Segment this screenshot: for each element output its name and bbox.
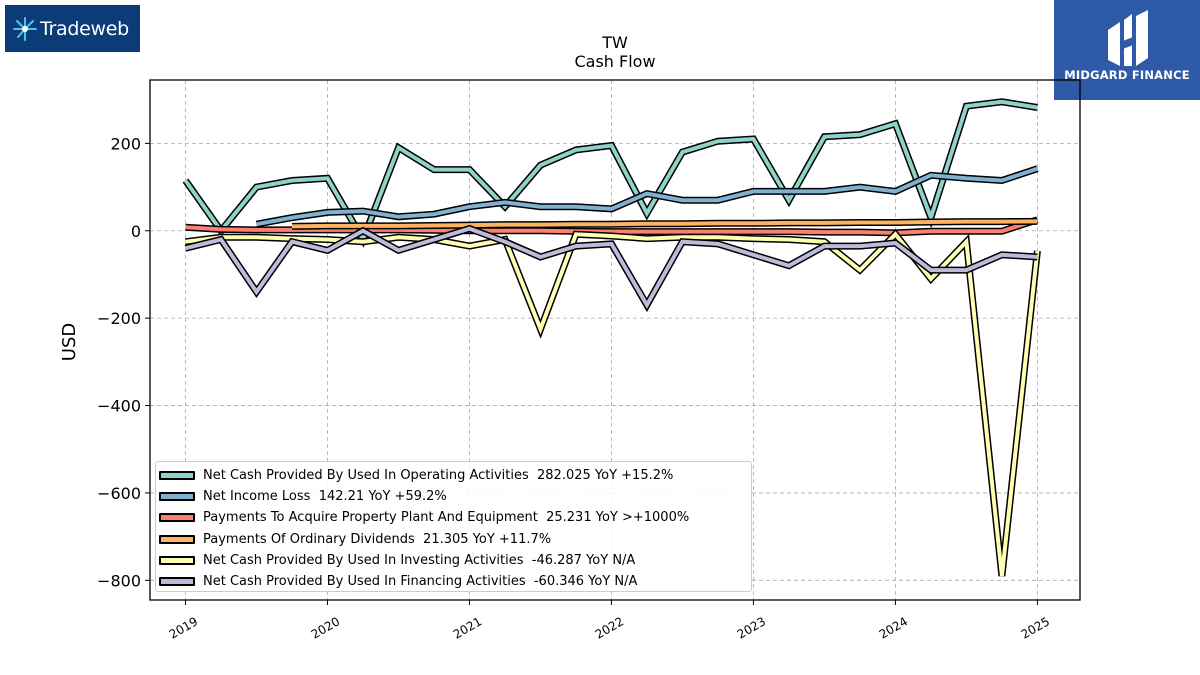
- series-0: [182, 98, 1038, 248]
- series-layer: [182, 98, 1041, 577]
- legend-label: Payments To Acquire Property Plant And E…: [203, 510, 690, 526]
- y-tick-label: 200: [110, 134, 141, 153]
- legend-item: Payments Of Ordinary Dividends 21.305 Yo…: [156, 529, 751, 550]
- legend-label: Net Cash Provided By Used In Financing A…: [203, 574, 638, 590]
- legend-swatch: [159, 492, 195, 502]
- y-tick-label: −800: [97, 571, 141, 590]
- series-line: [256, 166, 1039, 227]
- legend-swatch: [159, 513, 195, 523]
- y-axis-label: USD: [59, 323, 80, 361]
- series-line: [183, 99, 1038, 245]
- legend-item: Net Cash Provided By Used In Investing A…: [156, 550, 751, 571]
- midgard-finance-logo: MIDGARD FINANCE: [1054, 0, 1200, 100]
- series-line: [185, 231, 1040, 577]
- chart-legend: Net Cash Provided By Used In Operating A…: [155, 461, 752, 592]
- legend-label: Net Income Loss 142.21 YoY +59.2%: [203, 489, 447, 505]
- legend-label: Net Cash Provided By Used In Operating A…: [203, 468, 674, 484]
- y-tick-label: −600: [97, 484, 141, 503]
- x-tick-label: 2019: [167, 614, 200, 641]
- y-tick-label: −400: [97, 397, 141, 416]
- series-5: [184, 224, 1038, 313]
- series-line: [185, 226, 1038, 310]
- legend-label: Payments Of Ordinary Dividends 21.305 Yo…: [203, 531, 552, 547]
- x-tick-label: 2025: [1019, 614, 1052, 641]
- legend-swatch: [159, 577, 195, 587]
- series-3: [291, 217, 1038, 230]
- legend-swatch: [159, 471, 195, 481]
- legend-item: Payments To Acquire Property Plant And E…: [156, 507, 751, 528]
- midgard-monogram-icon: [1108, 10, 1148, 66]
- tradeweb-logo: Tradeweb: [5, 5, 140, 52]
- legend-item: Net Income Loss 142.21 YoY +59.2%: [156, 486, 751, 507]
- series-4: [185, 229, 1041, 577]
- tradeweb-burst-icon: [13, 16, 37, 41]
- legend-item: Net Cash Provided By Used In Operating A…: [156, 465, 751, 486]
- x-tick-label: 2021: [451, 614, 484, 641]
- series-1: [255, 165, 1039, 228]
- midgard-finance-logo-text: MIDGARD FINANCE: [1064, 68, 1190, 82]
- tradeweb-logo-text: Tradeweb: [40, 17, 129, 40]
- x-tick-label: 2023: [735, 614, 768, 641]
- series-line: [291, 219, 1038, 229]
- legend-swatch: [159, 534, 195, 544]
- x-tick-label: 2020: [309, 614, 342, 641]
- chart-title: TW: [601, 33, 628, 52]
- legend-item: Net Cash Provided By Used In Financing A…: [156, 571, 751, 592]
- y-tick-label: 0: [131, 222, 141, 241]
- x-tick-label: 2024: [877, 614, 910, 641]
- legend-label: Net Cash Provided By Used In Investing A…: [203, 552, 636, 568]
- y-tick-label: −200: [97, 309, 141, 328]
- legend-swatch: [159, 555, 195, 565]
- chart-subtitle: Cash Flow: [574, 52, 655, 71]
- x-tick-label: 2022: [593, 614, 626, 641]
- plot-frame: [149, 79, 1081, 601]
